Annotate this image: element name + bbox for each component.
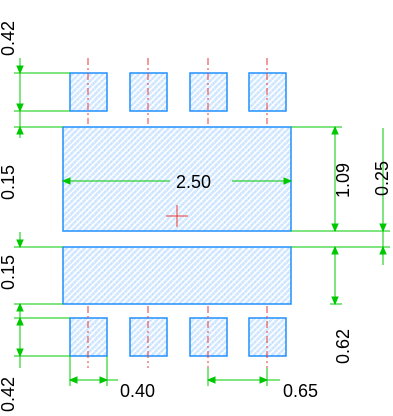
bottom-pad-row (69, 317, 287, 357)
dim-large-pad-height: 1.09 (333, 163, 353, 198)
dim-center-gap: 0.15 (0, 255, 18, 290)
dim-pad-offset: 0.62 (333, 329, 353, 364)
dim-pad-width: 0.40 (120, 381, 155, 401)
large-pad-lower (62, 246, 292, 305)
dim-pitch: 0.65 (283, 381, 318, 401)
dim-top-pad-height: 0.42 (0, 21, 18, 56)
crosshair-icon (166, 205, 188, 227)
pad-centerlines (87, 58, 268, 368)
dim-top-gap: 0.15 (0, 165, 18, 200)
dim-large-pad-gap: 0.25 (372, 161, 392, 196)
dim-large-pad-width: 2.50 (176, 172, 211, 192)
dimension-lines (14, 58, 390, 386)
top-pad-row (69, 72, 287, 112)
dim-bottom-pad-height: 0.42 (0, 377, 18, 412)
